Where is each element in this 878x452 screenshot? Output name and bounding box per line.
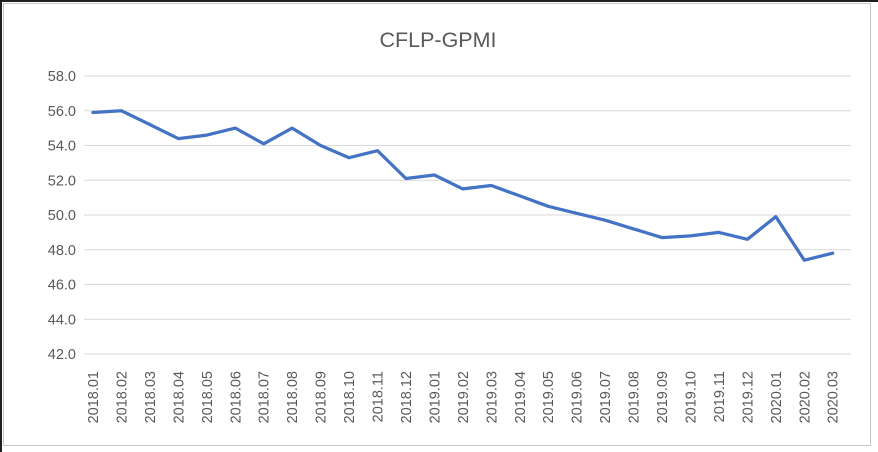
outer-left-edge [0, 0, 2, 452]
x-axis-tick-label: 2019.07 [598, 371, 614, 423]
x-axis-tick-label: 2019.10 [683, 371, 699, 423]
chart-border [3, 3, 871, 446]
x-axis-tick-label: 2019.04 [513, 371, 529, 423]
y-axis-tick-label: 56.0 [48, 104, 76, 120]
x-axis-tick-label: 2018.11 [371, 371, 387, 422]
x-axis-tick-label: 2019.09 [655, 371, 671, 423]
x-axis-tick-label: 2019.01 [427, 371, 443, 423]
x-axis-tick-label: 2019.06 [570, 371, 586, 423]
x-axis-tick-label: 2019.11 [712, 371, 728, 422]
y-axis-tick-label: 58.0 [48, 69, 76, 85]
x-axis-tick-label: 2020.02 [797, 371, 813, 423]
x-axis-tick-label: 2018.12 [399, 371, 415, 423]
x-axis-tick-label: 2019.03 [484, 371, 500, 423]
outer-top-edge [0, 0, 878, 2]
x-axis-tick-label: 2019.02 [456, 371, 472, 423]
chart-title: CFLP-GPMI [379, 28, 496, 52]
x-axis-tick-label: 2018.01 [86, 371, 102, 423]
series-layer [91, 109, 835, 262]
gridline-layer [84, 75, 851, 355]
x-axis-tick-label: 2018.10 [342, 371, 358, 423]
series-line-cflp-gpmi [91, 109, 835, 262]
y-axis-tick-label: 54.0 [48, 139, 76, 155]
y-axis-tick-label: 46.0 [48, 278, 76, 294]
x-axis-tick-label: 2019.08 [627, 371, 643, 423]
y-axis-tick-label: 44.0 [48, 312, 76, 328]
x-axis-tick-label: 2018.07 [257, 371, 273, 423]
y-axis-tick-label: 42.0 [48, 347, 76, 363]
x-axis-tick-label: 2018.09 [314, 371, 330, 423]
axis-label-layer: 58.0 56.0 54.0 52.0 50.0 48.0 46.0 44.0 42.0 2018… [48, 69, 842, 423]
x-axis-tick-label: 2020.01 [769, 371, 785, 423]
x-axis-tick-label: 2018.08 [285, 371, 301, 423]
x-axis-tick-label: 2018.02 [114, 371, 130, 423]
y-axis-tick-label: 50.0 [48, 208, 76, 224]
x-axis-tick-label: 2018.05 [200, 371, 216, 423]
x-axis-tick-label: 2018.03 [143, 371, 159, 423]
x-axis-tick-label: 2020.03 [826, 371, 842, 423]
y-axis-tick-label: 48.0 [48, 243, 76, 259]
x-axis-tick-label: 2018.06 [228, 371, 244, 423]
x-axis-tick-label: 2019.05 [541, 371, 557, 423]
x-axis-tick-label: 2018.04 [171, 371, 187, 423]
x-axis-tick-label: 2019.12 [740, 371, 756, 423]
y-axis-tick-label: 52.0 [48, 173, 76, 189]
